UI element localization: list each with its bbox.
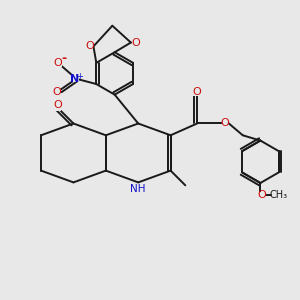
FancyBboxPatch shape bbox=[259, 192, 265, 199]
Text: O: O bbox=[257, 190, 266, 200]
Text: O: O bbox=[85, 41, 94, 51]
FancyBboxPatch shape bbox=[86, 43, 94, 50]
Text: O: O bbox=[53, 100, 62, 110]
Text: N: N bbox=[70, 74, 80, 84]
Text: NH: NH bbox=[130, 184, 146, 194]
FancyBboxPatch shape bbox=[222, 120, 228, 127]
Text: O: O bbox=[221, 118, 230, 128]
Text: O: O bbox=[53, 87, 62, 97]
FancyBboxPatch shape bbox=[132, 39, 139, 46]
FancyBboxPatch shape bbox=[53, 89, 61, 96]
FancyBboxPatch shape bbox=[194, 89, 201, 96]
FancyBboxPatch shape bbox=[54, 60, 62, 67]
Text: O: O bbox=[193, 87, 202, 97]
Text: O: O bbox=[54, 58, 62, 68]
Text: CH₃: CH₃ bbox=[269, 190, 287, 200]
Text: -: - bbox=[61, 52, 67, 64]
FancyBboxPatch shape bbox=[133, 184, 143, 191]
Text: O: O bbox=[131, 38, 140, 47]
FancyBboxPatch shape bbox=[54, 104, 61, 110]
FancyBboxPatch shape bbox=[71, 75, 79, 82]
Text: +: + bbox=[76, 72, 83, 81]
